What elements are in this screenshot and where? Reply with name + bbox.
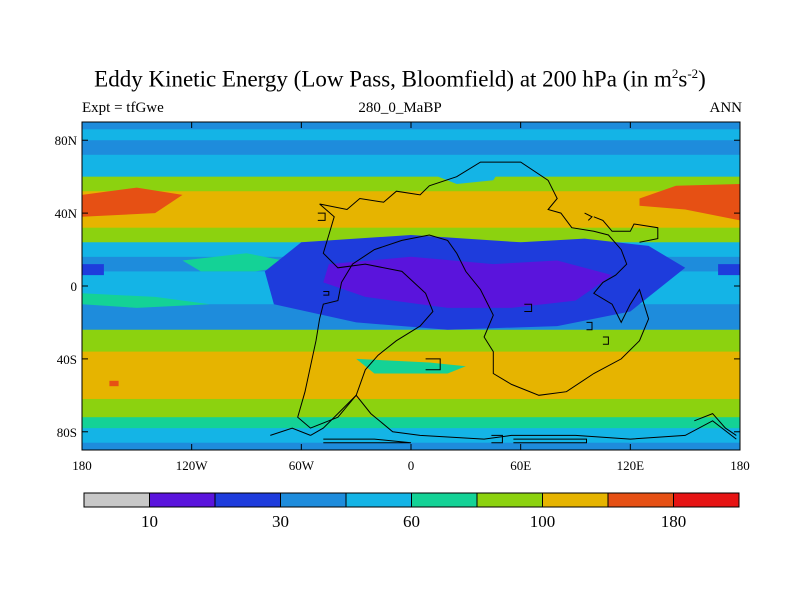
eke-region — [82, 264, 104, 276]
coastline — [586, 321, 593, 331]
colorbar-swatch — [149, 492, 216, 508]
eke-band — [82, 398, 740, 418]
coastline — [593, 216, 659, 243]
coastline — [425, 358, 441, 371]
coastline — [513, 438, 587, 444]
colorbar-swatch — [83, 492, 150, 508]
eke-region — [82, 293, 210, 308]
eke-region — [718, 264, 740, 276]
eke-region — [323, 256, 613, 308]
coastline — [297, 161, 650, 429]
colorbar-label: 30 — [272, 512, 289, 531]
colorbar-swatch — [411, 492, 478, 508]
contour-field — [82, 122, 740, 450]
eke-band — [82, 417, 740, 429]
coastline — [317, 212, 326, 221]
x-tick-label: 60E — [510, 458, 531, 473]
eke-region — [109, 380, 119, 387]
coastline — [323, 291, 330, 296]
eke-band — [82, 154, 740, 178]
eke-band — [82, 140, 740, 156]
season-label: ANN — [709, 100, 743, 116]
x-tick-label: 180 — [730, 458, 750, 473]
coastline — [270, 427, 311, 436]
colorbar-label: 60 — [403, 512, 420, 531]
colorbar-swatch — [607, 492, 674, 508]
colorbar-label: 180 — [661, 512, 687, 531]
colorbar-swatch — [542, 492, 609, 508]
chart-title: Eddy Kinetic Energy (Low Pass, Bloomfiel… — [94, 66, 706, 92]
eke-band — [82, 129, 740, 141]
colorbar-swatch — [214, 492, 281, 508]
colorbar-label: 100 — [530, 512, 556, 531]
eke-region — [639, 184, 740, 221]
colorbar-swatch — [345, 492, 412, 508]
eke-band — [82, 191, 740, 229]
coastline — [602, 336, 609, 345]
chart-subtitle: 280_0_MaBP — [358, 100, 442, 116]
x-tick-label: 60W — [289, 458, 315, 473]
coastlines — [270, 161, 737, 444]
colorbar-swatch — [280, 492, 347, 508]
eke-band — [82, 329, 740, 353]
experiment-label: Expt = tfGwe — [82, 100, 164, 116]
x-tick-label: 120W — [176, 458, 209, 473]
eke-region — [82, 187, 183, 217]
x-tick-label: 180 — [72, 458, 92, 473]
coastline — [491, 434, 503, 444]
eke-region — [438, 162, 503, 184]
coastline — [323, 438, 412, 444]
y-tick-label: 40N — [55, 206, 78, 221]
colorbar-swatch — [476, 492, 543, 508]
axes: 180 120W 60W 0 60E 120E 180 80N 40N 0 40S 80S — [55, 122, 750, 473]
x-tick-label: 0 — [408, 458, 415, 473]
y-tick-label: 80S — [57, 425, 77, 440]
colorbar-swatch — [673, 492, 740, 508]
coastline — [310, 394, 737, 440]
y-tick-label: 0 — [71, 279, 78, 294]
coastline — [694, 413, 737, 436]
eke-band — [82, 176, 740, 192]
x-tick-label: 120E — [617, 458, 645, 473]
y-tick-label: 40S — [57, 352, 77, 367]
eke-band — [82, 351, 740, 400]
coastline — [524, 303, 533, 312]
colorbar-label: 10 — [141, 512, 158, 531]
colorbar: 10 30 60 100 180 — [83, 492, 740, 531]
coastline — [584, 212, 593, 221]
y-tick-label: 80N — [55, 133, 78, 148]
eke-band — [82, 428, 740, 444]
